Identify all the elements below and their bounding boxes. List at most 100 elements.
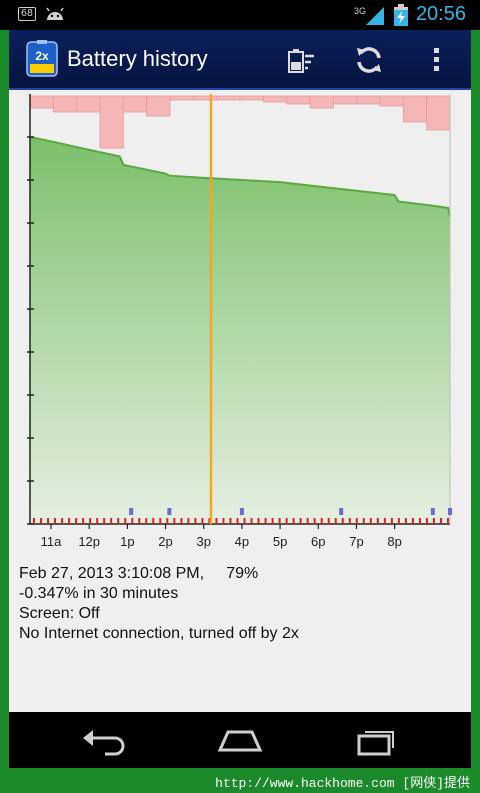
screen-event-mark bbox=[425, 518, 428, 524]
screen-event-mark bbox=[82, 518, 85, 524]
status-clock: 20:56 bbox=[415, 3, 466, 25]
screen-event-mark bbox=[447, 518, 449, 524]
app-battery-icon[interactable]: 2x bbox=[23, 40, 61, 78]
screen-event-mark bbox=[124, 518, 127, 524]
screen-event-mark bbox=[138, 518, 141, 524]
screen-event-mark bbox=[439, 518, 442, 524]
screen-event-mark bbox=[194, 518, 197, 524]
x-tick-label: 2p bbox=[158, 534, 172, 549]
screen-event-mark bbox=[222, 518, 225, 524]
info-discharge-rate: -0.347% in 30 minutes bbox=[19, 585, 179, 602]
discharge-bar bbox=[332, 95, 358, 105]
screen-event-mark bbox=[152, 518, 155, 524]
discharge-bar bbox=[169, 95, 194, 101]
page-title: Battery history bbox=[67, 46, 208, 71]
screen-event-mark bbox=[47, 518, 50, 524]
x-tick-label: 4p bbox=[235, 534, 249, 549]
screen-event-mark bbox=[243, 518, 246, 524]
screen-event-mark bbox=[159, 518, 162, 524]
screen-event-mark bbox=[418, 518, 421, 524]
battery-history-panel: 11a 12p 1p 2p 3p 4p 5p 6p 7p 8p Feb 27, 2013 3:10… bbox=[9, 90, 471, 712]
screen-event-mark bbox=[285, 518, 288, 524]
screen-event-mark bbox=[271, 518, 274, 524]
discharge-bar bbox=[76, 95, 101, 113]
screen-event-mark bbox=[264, 518, 267, 524]
app-icon-label: 2x bbox=[35, 49, 49, 63]
info-connection-state: No Internet connection, turned off by 2x bbox=[19, 625, 299, 642]
discharge-bar bbox=[356, 95, 381, 105]
battery-level-line bbox=[29, 136, 451, 217]
x-tick-label: 8p bbox=[387, 534, 401, 549]
wake-event-mark bbox=[167, 508, 172, 515]
source-url-strip: http://www.hackhome.com [网侠]提供 bbox=[0, 768, 480, 793]
screen-event-mark bbox=[61, 518, 64, 524]
screen-event-mark bbox=[166, 518, 169, 524]
action-bar: 2x Battery history bbox=[9, 30, 471, 90]
discharge-bar bbox=[286, 95, 311, 105]
wake-event-mark bbox=[239, 508, 244, 515]
screen-event-mark bbox=[313, 518, 316, 524]
screen-event-mark bbox=[341, 518, 344, 524]
notification-count-badge: 68 bbox=[18, 7, 37, 21]
wake-event-mark bbox=[430, 508, 435, 515]
screen-event-mark bbox=[103, 518, 106, 524]
wake-event-mark bbox=[339, 508, 344, 515]
discharge-bar bbox=[192, 95, 218, 101]
battery-stats-icon[interactable] bbox=[285, 44, 317, 76]
screen-event-mark bbox=[411, 518, 414, 524]
overflow-menu-icon[interactable] bbox=[421, 44, 453, 76]
screen-event-mark bbox=[236, 518, 239, 524]
discharge-bar bbox=[239, 95, 264, 101]
screen-event-mark bbox=[173, 518, 176, 524]
x-tick-label: 7p bbox=[349, 534, 363, 549]
refresh-icon[interactable] bbox=[353, 44, 385, 76]
battery-level-area bbox=[30, 137, 450, 524]
screen-event-mark bbox=[68, 518, 71, 524]
screen-event-mark bbox=[383, 518, 386, 524]
screen-event-mark bbox=[362, 518, 365, 524]
discharge-bar bbox=[309, 95, 334, 109]
screen-event-mark bbox=[75, 518, 78, 524]
screen-event-mark bbox=[404, 518, 407, 524]
x-tick-label: 3p bbox=[196, 534, 210, 549]
signal-strength-icon bbox=[365, 6, 384, 25]
x-tick-label: 11a bbox=[41, 534, 62, 549]
recent-apps-icon[interactable] bbox=[353, 724, 401, 756]
screen-event-mark bbox=[208, 518, 211, 524]
battery-history-chart[interactable]: 11a 12p 1p 2p 3p 4p 5p 6p 7p 8p bbox=[9, 90, 471, 560]
screen-event-mark bbox=[117, 518, 120, 524]
screen-event-mark bbox=[292, 518, 295, 524]
discharge-bar bbox=[122, 95, 148, 113]
screen-event-mark bbox=[257, 518, 260, 524]
screen-event-mark bbox=[89, 518, 92, 524]
x-tick-label: 1p bbox=[120, 534, 134, 549]
home-icon[interactable] bbox=[216, 724, 264, 756]
discharge-bar bbox=[426, 95, 451, 131]
network-type-label: 3G bbox=[353, 5, 366, 16]
screen-event-mark bbox=[278, 518, 281, 524]
battery-info: Feb 27, 2013 3:10:08 PM, 79% -0.347% in … bbox=[19, 564, 299, 644]
screen-event-mark bbox=[306, 518, 309, 524]
screen-event-mark bbox=[320, 518, 323, 524]
screen-event-mark bbox=[145, 518, 148, 524]
screen-event-mark bbox=[54, 518, 57, 524]
discharge-bar bbox=[216, 95, 241, 101]
discharge-bar bbox=[146, 95, 171, 117]
screen-event-mark bbox=[376, 518, 379, 524]
screen-event-mark bbox=[215, 518, 218, 524]
screen-event-mark bbox=[299, 518, 302, 524]
info-screen-state: Screen: Off bbox=[19, 605, 100, 622]
wake-event-mark bbox=[129, 508, 134, 515]
screen-event-mark bbox=[369, 518, 372, 524]
screen-event-mark bbox=[334, 518, 337, 524]
discharge-bar bbox=[52, 95, 78, 113]
status-bar: 68 3G 20:56 bbox=[0, 0, 480, 30]
android-icon bbox=[46, 7, 64, 20]
screen-event-mark bbox=[250, 518, 253, 524]
info-timestamp-level: Feb 27, 2013 3:10:08 PM, 79% bbox=[19, 565, 259, 582]
screen-event-mark bbox=[187, 518, 190, 524]
screen-event-mark bbox=[33, 518, 35, 524]
screen-event-mark bbox=[397, 518, 400, 524]
back-icon[interactable] bbox=[79, 724, 127, 756]
discharge-bar bbox=[402, 95, 428, 123]
